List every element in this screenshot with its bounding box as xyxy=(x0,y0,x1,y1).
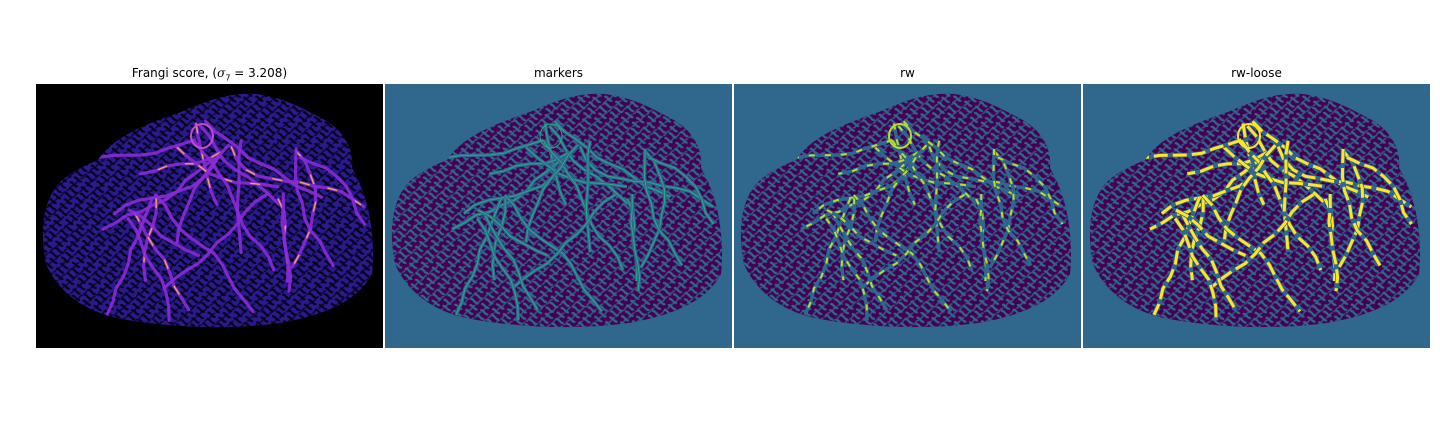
rw-loose-segment xyxy=(1175,208,1247,257)
vessel-outline xyxy=(1179,211,1238,311)
optic-ring xyxy=(190,123,214,149)
rw-segment xyxy=(874,144,928,243)
marker-line xyxy=(504,194,603,312)
rw-loose-segment xyxy=(1337,150,1365,268)
rw-loose-panel: rw-loose xyxy=(1083,62,1430,348)
vessel xyxy=(204,119,323,199)
rw-image xyxy=(734,84,1081,348)
rw-panel: rw xyxy=(734,62,1081,348)
rw-loose-segment xyxy=(1187,150,1268,176)
rw-segment xyxy=(891,139,973,271)
rw-loose-segment xyxy=(1276,146,1413,209)
vessel-outline xyxy=(1221,143,1278,243)
vessel xyxy=(127,208,201,258)
rw-segment xyxy=(902,120,1020,199)
vessel xyxy=(235,139,243,254)
markers-panel-title: markers xyxy=(533,66,584,80)
rw-segment xyxy=(928,146,1063,208)
vessel-high xyxy=(133,212,190,311)
rw-loose-segment xyxy=(1346,156,1413,225)
marker-line xyxy=(477,209,548,256)
marker-line xyxy=(483,212,539,311)
frangi-score-image xyxy=(36,84,383,348)
marker-line xyxy=(640,150,666,268)
markers-panel: markers xyxy=(385,62,732,348)
rw-segment xyxy=(992,148,1032,267)
rw-segment xyxy=(978,193,990,292)
optic-ring xyxy=(539,123,563,149)
rw-segment xyxy=(997,156,1064,225)
vessel xyxy=(154,193,255,314)
marker-line xyxy=(585,140,591,253)
marker-line xyxy=(542,140,624,271)
rw-segment xyxy=(861,193,966,289)
rw-loose-segment xyxy=(1210,193,1315,289)
rw-loose-segment xyxy=(1251,120,1370,199)
markers-image xyxy=(385,84,732,348)
marker-line xyxy=(554,120,671,198)
rw-segment xyxy=(838,151,919,175)
rw-loose-segment xyxy=(1201,194,1302,313)
vessel xyxy=(293,147,335,268)
rw-segment xyxy=(852,194,952,313)
marker-line xyxy=(579,146,714,208)
marker-line xyxy=(451,155,570,230)
vessel xyxy=(298,155,367,226)
vessel xyxy=(162,193,269,290)
marker-line xyxy=(512,194,616,289)
vessel xyxy=(280,192,293,293)
rw-panel-title: rw xyxy=(900,66,915,80)
vessel-outline xyxy=(1282,140,1291,253)
vessel xyxy=(229,145,366,209)
marker-line xyxy=(648,156,715,225)
optic-ring xyxy=(888,123,912,149)
rw-segment xyxy=(874,146,977,188)
vessel xyxy=(192,138,276,272)
rw-segment xyxy=(831,212,888,311)
marker-line xyxy=(525,144,578,243)
marker-line xyxy=(476,218,519,321)
vessel-outline xyxy=(1173,217,1219,321)
vessel xyxy=(126,216,171,322)
vessel xyxy=(175,143,230,244)
vessel-outline xyxy=(826,208,898,258)
marker-line xyxy=(643,148,683,266)
optic-ring xyxy=(1237,123,1261,149)
rw-loose-segment xyxy=(1239,139,1323,271)
vessel xyxy=(101,154,222,231)
rw-loose-image xyxy=(1083,84,1430,348)
rw-segment xyxy=(800,155,919,231)
marker-line xyxy=(630,193,641,292)
rw-loose-segment xyxy=(1340,148,1382,267)
rw-segment xyxy=(934,140,941,253)
rw-segment xyxy=(989,150,1015,268)
rw-segment xyxy=(825,217,869,321)
rw-loose-segment xyxy=(1327,193,1340,292)
frangi-panel: Frangi score, (σ7 = 3.208) xyxy=(36,62,383,348)
vessel-high xyxy=(291,150,317,268)
frangi-panel-title: Frangi score, (σ7 = 3.208) xyxy=(131,66,288,83)
rw-loose-panel-title: rw-loose xyxy=(1231,66,1282,80)
